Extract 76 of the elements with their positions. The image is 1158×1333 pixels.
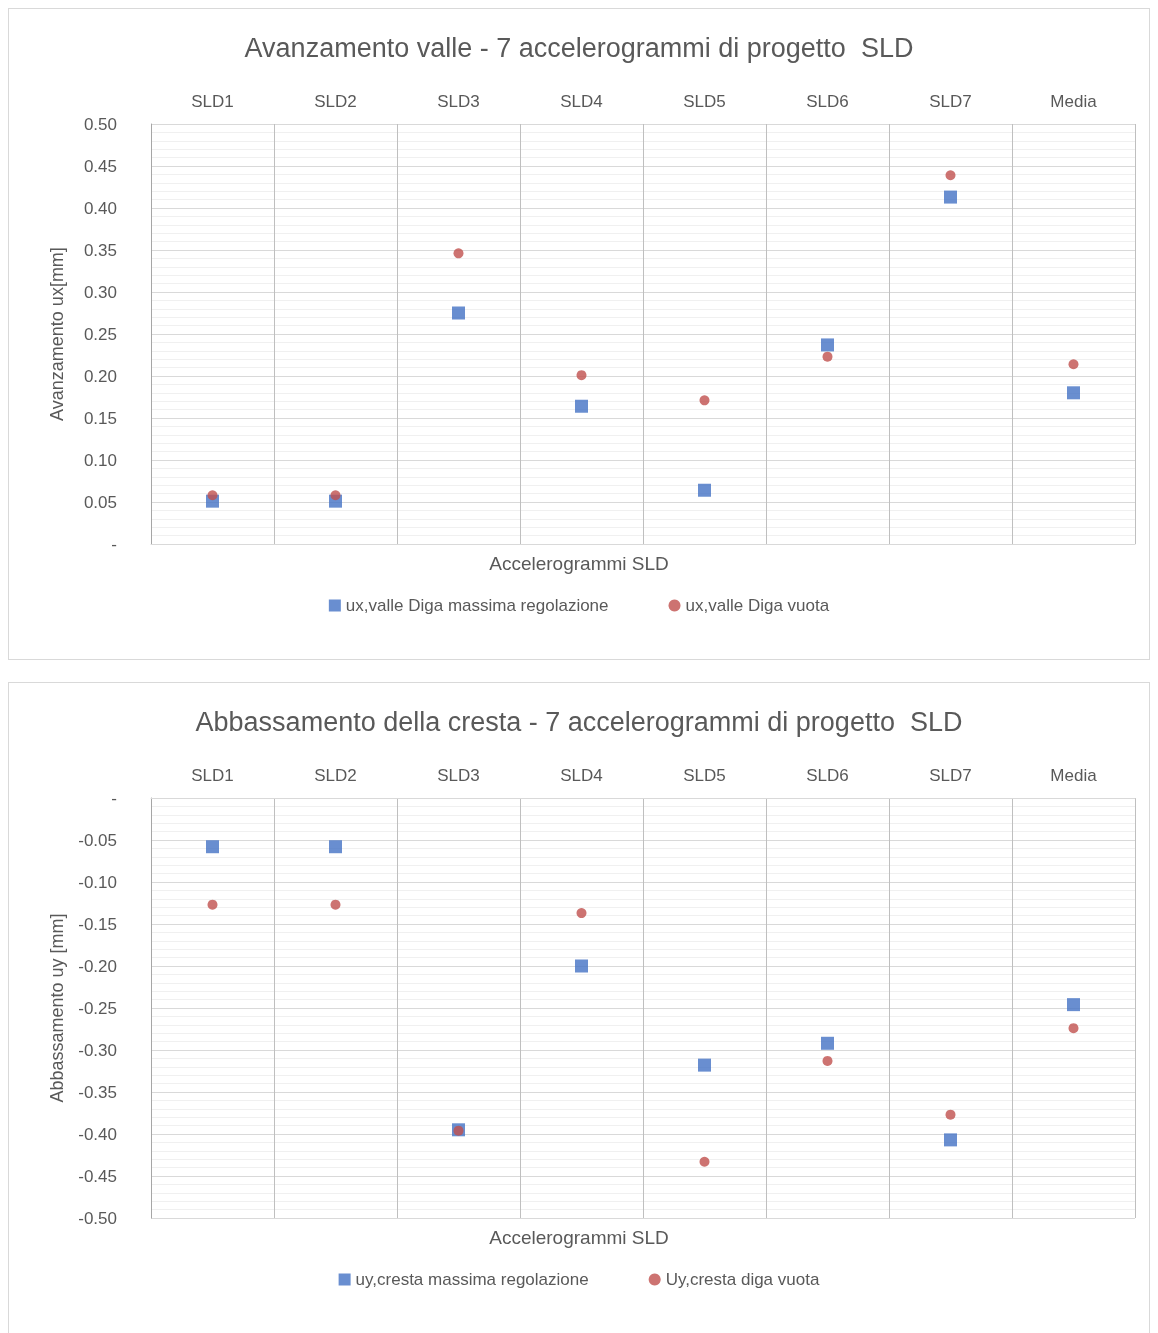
legend-label: uy,cresta massima regolazione <box>355 1270 589 1289</box>
y-tick-label: 0.40 <box>83 198 117 218</box>
y-tick-label: 0.35 <box>83 240 117 260</box>
x-tick-label: SLD6 <box>806 766 849 785</box>
y-tick-label: -0.10 <box>78 872 117 892</box>
x-tick-label: SLD7 <box>929 92 972 111</box>
x-tick-label: Media <box>1050 92 1098 111</box>
point <box>207 490 218 501</box>
y-tick-label: -0.35 <box>78 1082 117 1102</box>
point <box>206 840 219 854</box>
y-axis-title: Avanzamento ux[mm] <box>47 247 67 421</box>
point <box>576 908 587 919</box>
point <box>576 370 587 381</box>
y-tick-label: -0.25 <box>78 998 117 1018</box>
y-tick-label: -0.40 <box>78 1124 117 1144</box>
chart-title: Avanzamento valle - 7 accelerogrammi di progetto SLD <box>244 32 914 63</box>
x-tick-label: SLD4 <box>560 766 603 785</box>
y-tick-label: -0.50 <box>78 1208 117 1228</box>
y-tick-label: 0.45 <box>83 156 117 176</box>
chart-title: Abbassamento della cresta - 7 accelerogrammi di progetto SLD <box>195 706 963 737</box>
point <box>453 248 464 259</box>
point <box>698 483 711 497</box>
point <box>575 959 588 973</box>
y-tick-label: - <box>111 788 117 808</box>
x-axis-title: Accelerogrammi SLD <box>489 553 669 574</box>
point <box>330 899 341 910</box>
x-tick-label: SLD1 <box>191 766 234 785</box>
point <box>575 399 588 413</box>
y-tick-label: -0.05 <box>78 830 117 850</box>
point <box>945 170 956 181</box>
y-tick-label: 0.05 <box>83 492 117 512</box>
x-tick-label: SLD5 <box>683 766 726 785</box>
point <box>329 840 342 854</box>
point <box>699 395 710 406</box>
legend-label: Uy,cresta diga vuota <box>665 1270 820 1289</box>
y-tick-label: -0.15 <box>78 914 117 934</box>
point <box>330 490 341 501</box>
point <box>944 1133 957 1147</box>
y-tick-label: 0.50 <box>83 114 117 134</box>
y-tick-label: -0.30 <box>78 1040 117 1060</box>
point <box>1068 1023 1079 1034</box>
point <box>944 190 957 204</box>
point <box>821 1036 834 1050</box>
point <box>822 351 833 362</box>
y-tick-label: 0.20 <box>83 366 117 386</box>
y-tick-label: 0.10 <box>83 450 117 470</box>
point <box>452 306 465 320</box>
legend-label: ux,valle Diga vuota <box>685 596 830 615</box>
point <box>945 1109 956 1120</box>
point <box>699 1156 710 1167</box>
y-tick-label: - <box>111 534 117 554</box>
x-tick-label: SLD1 <box>191 92 234 111</box>
legend-label: ux,valle Diga massima regolazione <box>345 596 609 615</box>
x-tick-label: SLD6 <box>806 92 849 111</box>
x-tick-label: Media <box>1050 766 1098 785</box>
y-tick-label: 0.25 <box>83 324 117 344</box>
x-tick-label: SLD7 <box>929 766 972 785</box>
point <box>1067 998 1080 1012</box>
point <box>822 1055 833 1066</box>
y-tick-label: -0.45 <box>78 1166 117 1186</box>
y-tick-label: 0.15 <box>83 408 117 428</box>
point <box>821 338 834 352</box>
point <box>698 1058 711 1072</box>
x-tick-label: SLD2 <box>314 766 357 785</box>
y-tick-label: -0.20 <box>78 956 117 976</box>
point <box>1067 386 1080 400</box>
x-tick-label: SLD3 <box>437 92 480 111</box>
x-tick-label: SLD3 <box>437 766 480 785</box>
x-tick-label: SLD4 <box>560 92 603 111</box>
point <box>207 899 218 910</box>
x-tick-label: SLD2 <box>314 92 357 111</box>
x-axis-title: Accelerogrammi SLD <box>489 1227 669 1248</box>
x-tick-label: SLD5 <box>683 92 726 111</box>
point <box>1068 359 1079 370</box>
y-tick-label: 0.30 <box>83 282 117 302</box>
y-axis-title: Abbassamento uy [mm] <box>47 913 67 1103</box>
